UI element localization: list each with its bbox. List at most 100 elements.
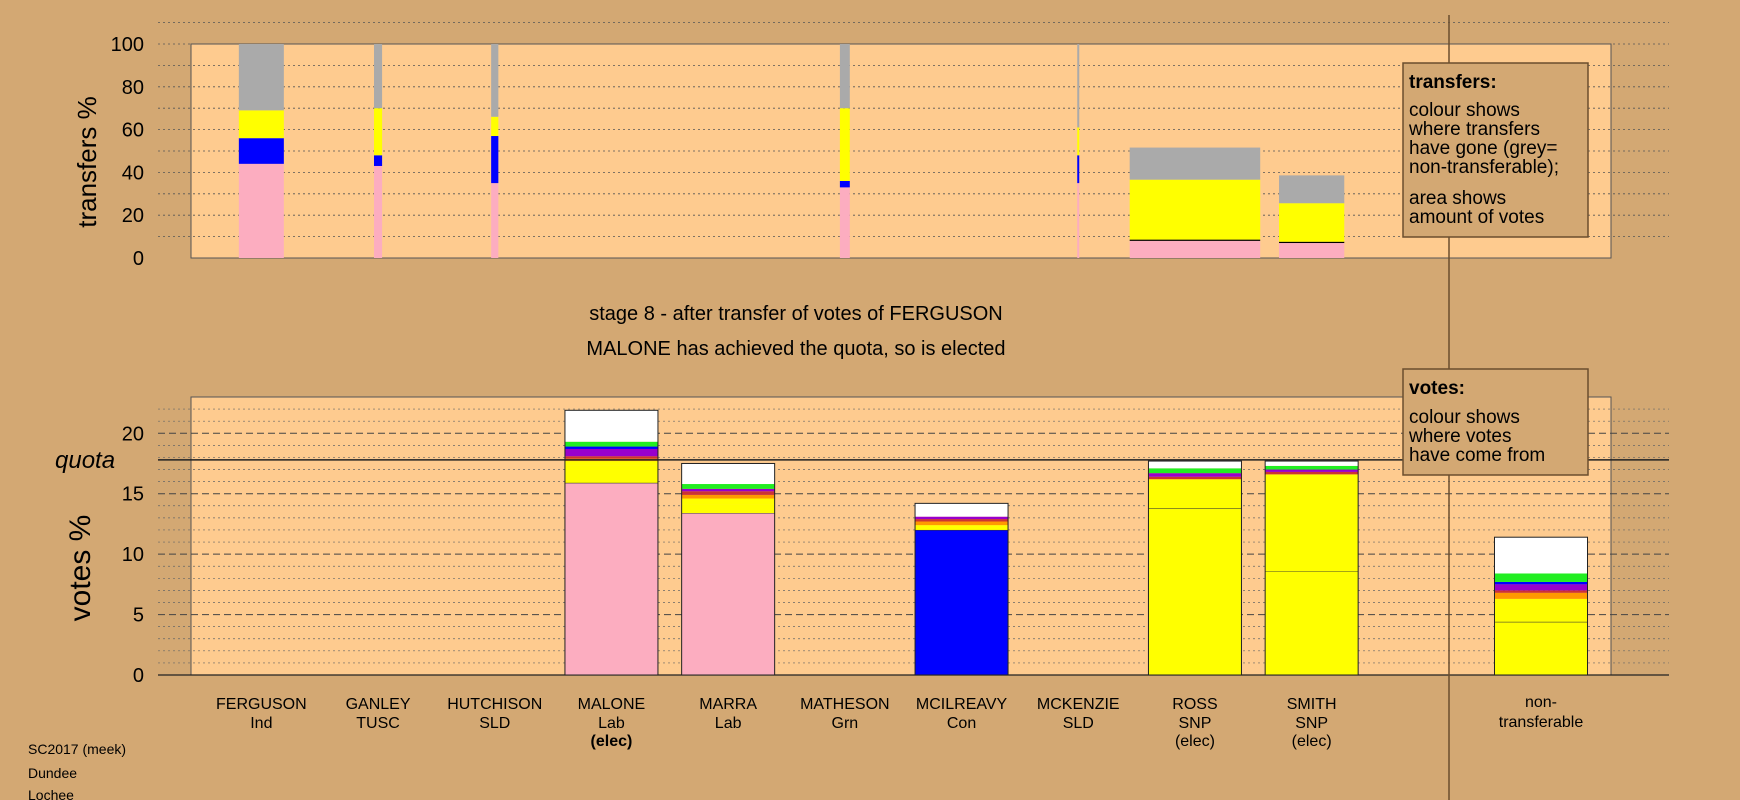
transfer-segment-grey [1279,175,1345,204]
transfer-segment-yellow [238,110,284,139]
transfers-legend-line: colour shows [1409,100,1520,121]
votes-segment-pink [681,513,775,675]
votes-bar-marra [681,462,776,676]
transfer-segment-yellow [1077,127,1080,156]
votes-bar-outline [914,502,1009,676]
transfer-bar-hutchison [491,44,499,258]
transfer-segment-yellow [839,108,850,181]
votes-segment-yellow [1265,474,1359,572]
transfer-segment-yellow [374,108,383,156]
transfers-legend-line: non-transferable); [1409,157,1559,178]
elected-marker: (elec) [1175,733,1215,750]
votes-segment-blue [564,446,658,449]
votes-bar-smith [1264,460,1359,676]
transfer-segment-grey [238,44,284,111]
candidate-label-marra: MARRA Lab [699,696,757,732]
votes-segment-red [681,491,775,495]
votes-segment-purple [1494,584,1588,591]
votes-y-tick-label: 15 [122,484,144,506]
votes-legend-box [1402,368,1589,476]
transfer-segment-blue [839,180,850,188]
candidate-name: MATHESON [800,696,889,713]
votes-segment-pink [564,482,658,675]
candidate-party: SNP [1295,715,1328,732]
transfer-segment-pink [839,187,850,258]
elected-marker: (elec) [1292,733,1332,750]
votes-segment-blue [1494,581,1588,585]
quota-label: quota [55,447,115,474]
votes-segment-red [1265,471,1359,475]
transfers-legend-line: amount of votes [1409,207,1544,228]
transfer-segment-pink [1077,183,1080,258]
transfers-bars [238,44,1345,258]
votes-segment-green [681,484,775,489]
votes-bar-outline [564,409,659,676]
votes-segment-green [1148,468,1242,474]
transfers-legend-line: have gone (grey= [1409,138,1557,159]
votes-bar-malone [564,409,659,676]
transfers-panel: 0 20 40 60 80 100 transfers % [72,22,1669,270]
candidate-label-smith: SMITH SNP(elec) [1287,696,1337,750]
candidate-name: MCKENZIE [1037,696,1120,713]
transfers-y-axis-label: transfers % [72,96,102,228]
votes-legend-line: have come from [1409,445,1545,466]
candidate-party: Lab [715,715,742,732]
source-line: SC2017 (meek) [28,741,126,757]
votes-segment-white [1148,461,1242,469]
nontransferable-label-line: non- [1525,694,1557,711]
transfer-segment-blue [491,136,499,184]
transfers-y-tick-label: 80 [122,77,144,99]
candidate-party: Lab [598,715,625,732]
candidate-name: MALONE [578,696,646,713]
transfers-legend: transfers: colour shows where transfers … [1402,62,1589,238]
candidate-label-hutchison: HUTCHISON SLD [447,696,542,732]
transfers-legend-line: area shows [1409,188,1506,209]
votes-segment-yellow [1148,508,1242,675]
candidate-party: Con [947,715,976,732]
votes-segment-blue [915,529,1009,675]
candidate-party: SNP [1178,715,1211,732]
nontransferable-label: non- transferable [1499,694,1584,731]
votes-y-axis-label: votes % [64,515,97,622]
transfer-segment-black [1279,241,1345,244]
candidate-name: HUTCHISON [447,696,542,713]
transfers-gridlines [158,22,1669,238]
votes-segment-yellow [1494,621,1588,675]
votes-segment-white [1265,461,1359,466]
votes-y-tick-label: 5 [133,605,144,627]
votes-segment-yellow [1148,479,1242,509]
source-line: Lochee [28,787,74,800]
transfer-segment-grey [839,44,850,109]
votes-segment-purple [1265,469,1359,472]
transfer-segment-black [1129,239,1261,241]
transfer-segment-pink [1279,243,1345,258]
votes-bar-outline [1264,460,1359,676]
votes-segment-red [1148,476,1242,480]
votes-segment-yellow [564,465,658,483]
votes-segment-yellow [681,504,775,514]
votes-legend-line: colour shows [1409,407,1520,428]
stage-title: stage 8 - after transfer of votes of FER… [589,303,1003,325]
transfer-segment-blue [374,155,383,166]
source-caption: SC2017 (meek) Dundee Lochee [28,741,126,800]
votes-segment-purple [681,488,775,492]
transfer-segment-grey [374,44,383,109]
votes-segment-red [564,456,658,459]
transfer-bar-smith [1279,175,1345,258]
votes-bars [564,409,1588,676]
votes-segment-green [564,441,658,447]
votes-segment-purple [564,448,658,457]
candidate-label-mckenzie: MCKENZIE SLD [1037,696,1120,732]
votes-segment-red [915,519,1009,522]
candidate-labels: FERGUSON Ind GANLEY TUSC HUTCHISON SLD MALONE L… [216,696,1337,750]
votes-bar-mcilreavy [914,502,1009,676]
candidate-party: TUSC [356,715,400,732]
votes-segment-purple [915,516,1009,520]
transfers-y-ticks: 0 20 40 60 80 100 [111,34,144,270]
votes-bar-ross [1147,460,1242,676]
transfer-segment-pink [238,163,284,258]
candidate-party: SLD [1063,715,1094,732]
candidate-name: SMITH [1287,696,1337,713]
candidate-name: MCILREAVY [916,696,1008,713]
